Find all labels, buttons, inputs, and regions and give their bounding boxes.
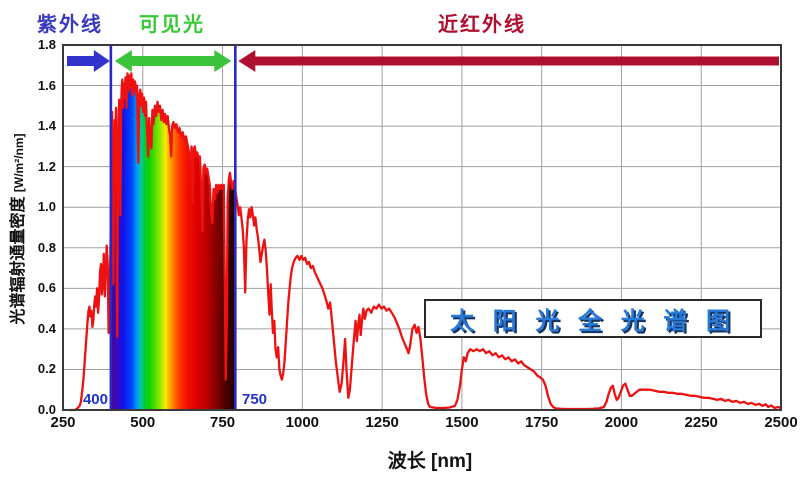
y-tick-label: 1.4: [37, 118, 56, 134]
y-tick-label: 0.6: [37, 280, 56, 296]
x-tick-label: 750: [210, 414, 236, 431]
x-tick-label: 1500: [445, 414, 479, 431]
y-tick-label: 0.0: [37, 402, 56, 417]
x-tick-label: 2500: [764, 414, 798, 431]
visible-region-label: 可见光: [139, 14, 205, 36]
y-tick-label: 1.2: [37, 158, 56, 174]
x-tick-label: 250: [50, 414, 76, 431]
title-box: 太 阳 光 全 光 谱 图: [424, 299, 762, 338]
x-tick-label: 2250: [684, 414, 718, 431]
uv-region-label: 紫外线: [37, 14, 103, 36]
x-tick-label: 1000: [285, 414, 320, 431]
spectrum-curve: [68, 72, 783, 412]
visible-band-min-label: 400: [82, 391, 108, 408]
plot-border: [62, 44, 782, 411]
x-axis-title: 波长 [nm]: [387, 451, 473, 472]
y-tick-label: 0.4: [37, 320, 56, 336]
uv-arrow: [67, 50, 110, 72]
x-tick-label: 500: [130, 414, 156, 431]
y-axis-title-text: 光谱辐射通量密度: [10, 196, 27, 325]
y-tick-label: 1.0: [37, 199, 56, 215]
y-tick-label: 0.8: [37, 239, 56, 255]
x-tick-label: 2000: [604, 414, 639, 431]
x-tick-label: 1750: [524, 414, 559, 431]
nir-arrow: [238, 50, 779, 72]
x-tick-label: 1250: [365, 414, 399, 431]
y-tick-label: 1.8: [37, 37, 56, 52]
y-tick-label: 1.6: [37, 77, 56, 93]
title-box-text: 太 阳 光 全 光 谱 图: [449, 308, 736, 335]
visible-band-max-label: 750: [242, 391, 268, 408]
y-tick-label: 0.2: [37, 361, 56, 377]
visible-band-fill: [110, 73, 236, 411]
y-axis-title: 光谱辐射通量密度 [W/m²/nm]: [4, 64, 30, 394]
nir-region-label: 近红外线: [438, 14, 526, 36]
visible-arrow: [114, 50, 232, 72]
